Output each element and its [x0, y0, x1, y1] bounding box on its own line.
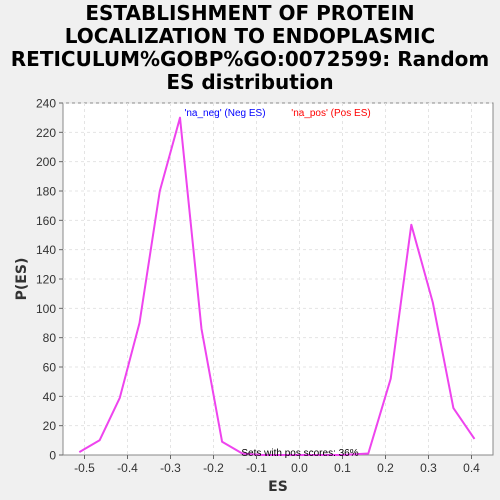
annotation-pos-scores: Sets with pos scores: 36% [241, 448, 358, 459]
legend-pos: 'na_pos' (Pos ES) [291, 108, 370, 119]
x-tick-label: 0.2 [377, 461, 394, 475]
gridlines [63, 102, 493, 455]
y-tick-label: 200 [36, 155, 56, 169]
x-tick-label: 0.4 [463, 461, 480, 475]
chart-title: ESTABLISHMENT OF PROTEIN LOCALIZATION TO… [10, 1, 490, 94]
x-tick-label: -0.5 [74, 461, 95, 475]
series-line [78, 116, 476, 456]
x-tick-label: 0.1 [334, 461, 351, 475]
y-tick-label: 140 [36, 243, 56, 257]
y-tick-label: 20 [43, 419, 57, 433]
y-tick-label: 240 [36, 97, 56, 111]
x-tick-label: 0.0 [291, 461, 308, 475]
y-tick-label: 40 [43, 390, 57, 404]
y-tick-label: 80 [43, 331, 57, 345]
y-tick-label: 60 [43, 361, 57, 375]
x-tick-label: -0.1 [246, 461, 267, 475]
x-tick-label: 0.3 [420, 461, 437, 475]
series-group [78, 116, 476, 456]
x-tick-label: -0.2 [203, 461, 224, 475]
x-axis: -0.5 -0.4 -0.3 -0.2 -0.1 0.0 0.1 0.2 0.3 0.4 [74, 455, 480, 475]
legend-neg: 'na_neg' (Neg ES) [184, 108, 265, 119]
x-tick-label: -0.3 [160, 461, 181, 475]
x-tick-label: -0.4 [117, 461, 138, 475]
y-tick-label: 120 [36, 273, 56, 287]
y-tick-label: 160 [36, 214, 56, 228]
y-tick-label: 100 [36, 302, 56, 316]
y-tick-label: 0 [49, 449, 56, 463]
y-axis: 0 20 40 60 80 100 120 140 160 180 200 220 240 [36, 97, 63, 463]
plot-background [62, 102, 494, 456]
y-tick-label: 180 [36, 185, 56, 199]
y-tick-label: 220 [36, 126, 56, 140]
y-axis-label: P(ES) [14, 258, 30, 301]
x-axis-label: ES [268, 479, 288, 495]
